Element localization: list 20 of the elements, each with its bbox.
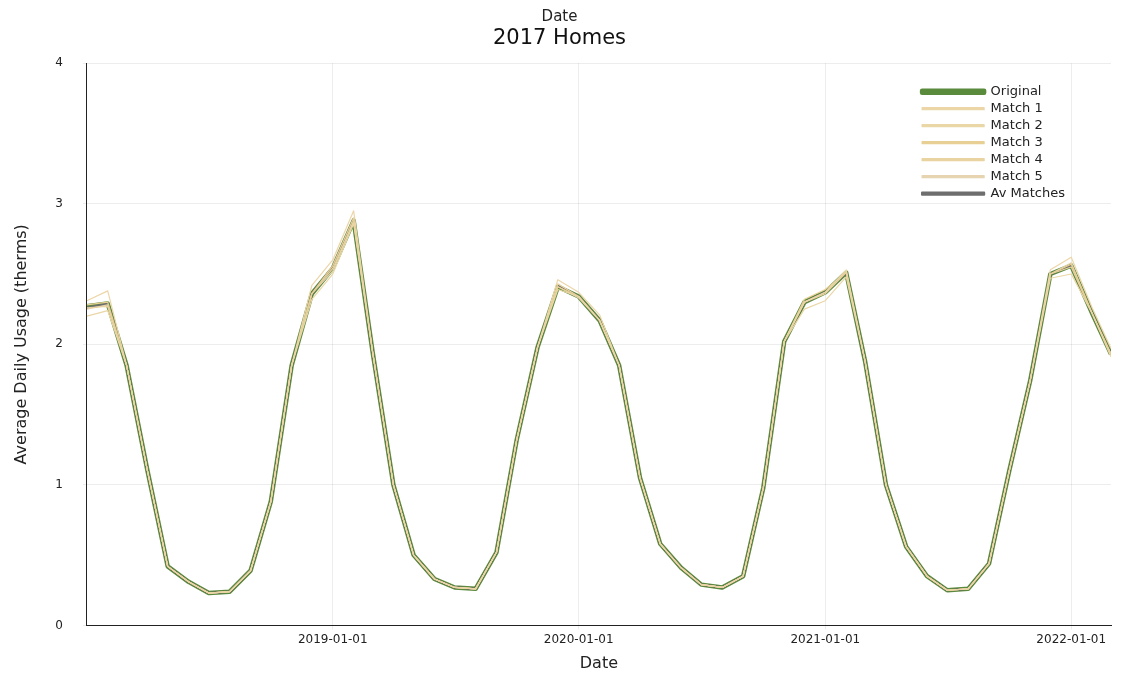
y-axis-title: Average Daily Usage (therms) — [10, 224, 30, 465]
chart-title: 2017 Homes — [492, 25, 627, 50]
legend-label: Match 1 — [990, 100, 1043, 116]
legend-label: Original — [990, 83, 1042, 99]
legend-label: Match 2 — [990, 117, 1043, 133]
x-tick-label: 2019-01-01 — [297, 631, 368, 646]
x-tick-label: 2020-01-01 — [543, 631, 614, 646]
legend-label: Match 5 — [990, 168, 1043, 184]
y-tick-label: 3 — [55, 195, 63, 210]
x-axis-title: Date — [579, 652, 619, 672]
y-tick-label: 2 — [55, 336, 63, 351]
legend-label: Match 3 — [990, 134, 1043, 150]
y-tick-label: 1 — [55, 476, 63, 491]
x-tick-label: 2022-01-01 — [1036, 631, 1107, 646]
x-tick-label: 2021-01-01 — [790, 631, 861, 646]
y-tick-label: 0 — [55, 617, 63, 632]
x2-axis-title: Date — [541, 6, 578, 25]
legend-label: Av Matches — [990, 185, 1066, 201]
y-tick-label: 4 — [55, 55, 63, 70]
legend-label: Match 4 — [990, 151, 1043, 167]
